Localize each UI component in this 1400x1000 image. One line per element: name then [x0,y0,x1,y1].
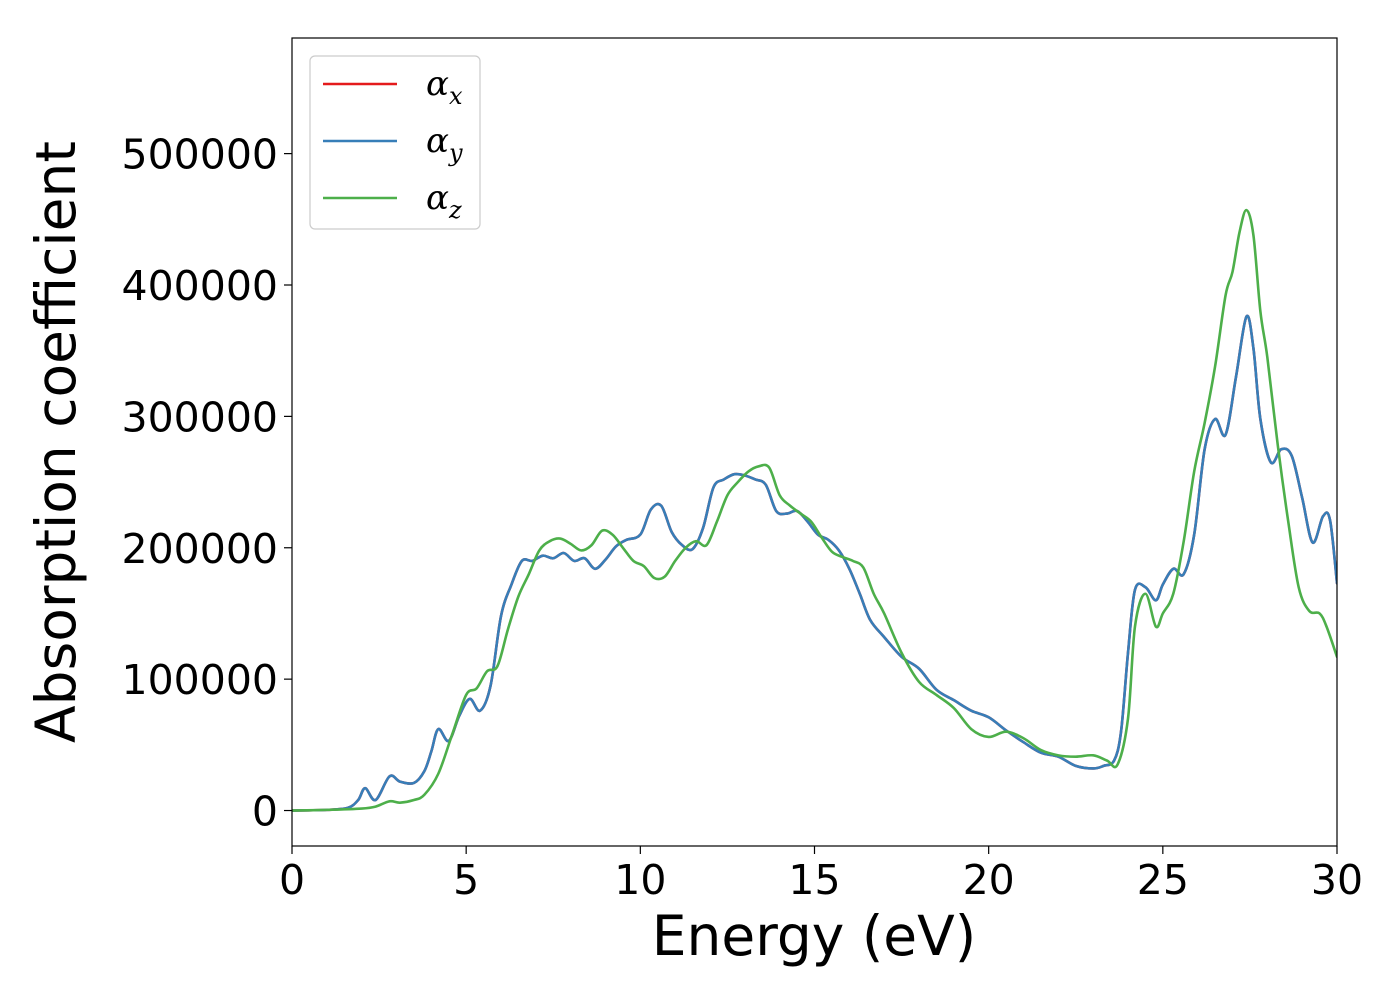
legend-label-subscript: z [448,196,462,224]
legend-label-base: α [426,178,449,218]
y-tick-label: 0 [252,788,278,836]
legend-label-z: αz [426,178,462,224]
series-line-z [292,208,1337,812]
x-tick-label: 30 [1311,856,1363,904]
x-tick-label: 10 [614,856,666,904]
legend-label-subscript: y [448,139,463,167]
y-axis-title: Absorption coefficient [24,141,88,743]
y-tick-label: 500000 [121,131,278,179]
legend-label-subscript: x [449,82,463,110]
y-axis: 0 100000 200000 300000 400000 500000 [121,131,292,836]
x-tick-label: 25 [1137,856,1189,904]
y-tick-label: 100000 [121,656,278,704]
y-tick-label: 200000 [121,525,278,573]
x-tick-label: 20 [963,856,1015,904]
x-axis: 0 5 10 15 20 25 30 [279,846,1363,904]
x-tick-label: 5 [453,856,479,904]
y-tick-label: 400000 [121,262,278,310]
x-tick-label: 0 [279,856,305,904]
series-layer [292,208,1337,812]
x-axis-title: Energy (eV) [652,904,976,968]
legend-label-x: αx [426,64,463,110]
legend-label-base: α [426,64,449,104]
legend-box [309,55,481,230]
x-tick-label: 15 [788,856,840,904]
y-tick-label: 300000 [121,393,278,441]
legend-label-y: αy [426,121,463,167]
legend-label-base: α [426,121,449,161]
